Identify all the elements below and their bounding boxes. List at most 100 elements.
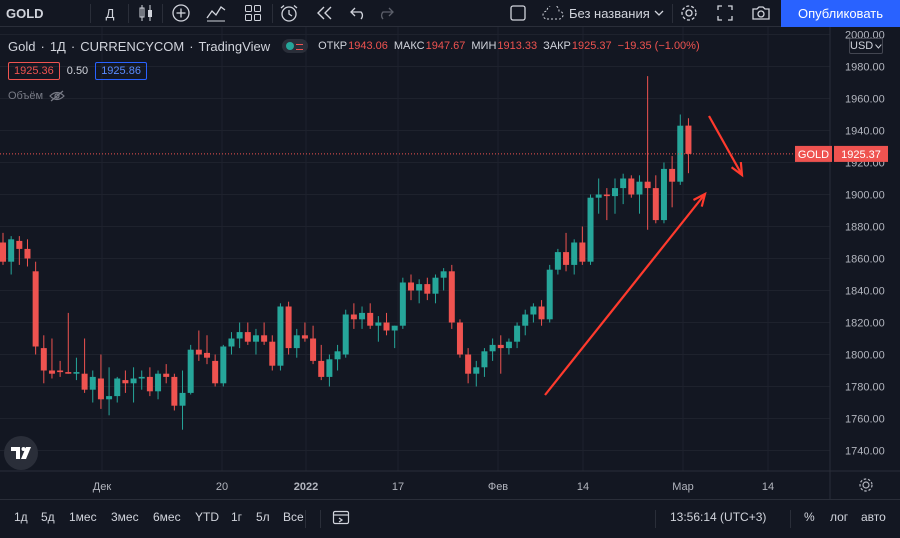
candle[interactable] bbox=[636, 175, 643, 214]
candle[interactable] bbox=[146, 367, 153, 397]
candle[interactable] bbox=[220, 344, 227, 387]
candle[interactable] bbox=[163, 364, 170, 384]
candle[interactable] bbox=[114, 376, 121, 403]
candle[interactable] bbox=[522, 309, 529, 336]
candle[interactable] bbox=[277, 303, 284, 371]
market-status-toggle[interactable] bbox=[282, 39, 309, 53]
candle[interactable] bbox=[644, 76, 651, 230]
candle[interactable] bbox=[628, 175, 635, 198]
redo-icon[interactable] bbox=[374, 0, 396, 26]
candle[interactable] bbox=[473, 360, 480, 387]
candle[interactable] bbox=[195, 330, 202, 361]
candle[interactable] bbox=[65, 312, 72, 374]
candle[interactable] bbox=[32, 261, 39, 355]
candle[interactable] bbox=[236, 322, 243, 349]
camera-icon[interactable] bbox=[750, 0, 772, 26]
timezone-clock[interactable]: 13:56:14 (UTC+3) bbox=[670, 510, 767, 524]
candle[interactable] bbox=[595, 178, 602, 214]
candle[interactable] bbox=[677, 114, 684, 185]
publish-button[interactable]: Опубликовать bbox=[781, 0, 900, 27]
candle[interactable] bbox=[652, 175, 659, 224]
chevron-down-icon[interactable] bbox=[652, 0, 666, 26]
settings-icon[interactable] bbox=[678, 0, 700, 26]
candle[interactable] bbox=[326, 354, 333, 387]
replay-icon[interactable] bbox=[314, 0, 336, 26]
range-5d-button[interactable]: 5д bbox=[41, 510, 55, 524]
candle[interactable] bbox=[301, 322, 308, 342]
candle[interactable] bbox=[489, 338, 496, 361]
candle[interactable] bbox=[8, 236, 15, 275]
candle[interactable] bbox=[24, 239, 31, 267]
candle[interactable] bbox=[375, 316, 382, 342]
candle[interactable] bbox=[660, 162, 667, 224]
candle[interactable] bbox=[130, 367, 137, 403]
candle[interactable] bbox=[685, 118, 692, 174]
percent-scale-button[interactable]: % bbox=[804, 510, 815, 524]
candle[interactable] bbox=[252, 328, 259, 355]
candle[interactable] bbox=[48, 338, 55, 379]
candle[interactable] bbox=[106, 367, 113, 416]
range-6m-button[interactable]: 6мес bbox=[153, 510, 181, 524]
candle[interactable] bbox=[367, 303, 374, 329]
candle[interactable] bbox=[97, 354, 104, 409]
candle[interactable] bbox=[89, 370, 96, 403]
candle[interactable] bbox=[212, 354, 219, 387]
candle[interactable] bbox=[81, 338, 88, 393]
candle[interactable] bbox=[122, 370, 129, 393]
candle[interactable] bbox=[579, 226, 586, 265]
candle[interactable] bbox=[187, 344, 194, 395]
candle[interactable] bbox=[530, 303, 537, 323]
candle[interactable] bbox=[391, 325, 398, 349]
candle[interactable] bbox=[481, 348, 488, 377]
candle[interactable] bbox=[669, 156, 676, 208]
auto-scale-button[interactable]: авто bbox=[861, 510, 886, 524]
axis-settings-icon[interactable] bbox=[859, 478, 873, 492]
uptrend-arrow-drawing[interactable] bbox=[544, 191, 707, 396]
candle[interactable] bbox=[538, 300, 545, 326]
range-1m-button[interactable]: 1мес bbox=[69, 510, 97, 524]
layout-name-button[interactable]: Без названия bbox=[569, 5, 650, 21]
candle[interactable] bbox=[285, 301, 292, 355]
symbol-search-button[interactable]: GOLD bbox=[6, 5, 44, 21]
candle[interactable] bbox=[359, 306, 366, 329]
currency-select[interactable]: USD bbox=[849, 38, 883, 54]
range-5y-button[interactable]: 5л bbox=[256, 510, 270, 524]
candle[interactable] bbox=[399, 277, 406, 329]
interval-button[interactable]: Д bbox=[105, 5, 115, 21]
candle[interactable] bbox=[571, 239, 578, 275]
candle[interactable] bbox=[228, 332, 235, 355]
candle[interactable] bbox=[16, 236, 23, 265]
volume-indicator[interactable]: Объём bbox=[8, 90, 65, 102]
eye-hidden-icon[interactable] bbox=[49, 90, 65, 102]
candle[interactable] bbox=[448, 264, 455, 329]
fullscreen-icon[interactable] bbox=[714, 0, 736, 26]
candle[interactable] bbox=[612, 178, 618, 214]
sell-button[interactable]: 1925.36 bbox=[8, 62, 60, 80]
candle[interactable] bbox=[432, 274, 439, 304]
candle[interactable] bbox=[440, 268, 447, 291]
buy-button[interactable]: 1925.86 bbox=[95, 62, 147, 80]
tradingview-logo-icon[interactable] bbox=[4, 436, 38, 470]
plus-circle-icon[interactable] bbox=[170, 0, 192, 26]
candle[interactable] bbox=[620, 173, 627, 205]
candle[interactable] bbox=[563, 232, 570, 272]
price-chart[interactable]: 2000.001980.001960.001940.001920.001900.… bbox=[0, 27, 900, 499]
candle[interactable] bbox=[261, 322, 268, 345]
layout-grid-icon[interactable] bbox=[242, 0, 264, 26]
cloud-icon[interactable] bbox=[541, 0, 565, 26]
candle[interactable] bbox=[293, 328, 300, 358]
candle[interactable] bbox=[383, 312, 390, 336]
range-ytd-button[interactable]: YTD bbox=[195, 510, 219, 524]
candle[interactable] bbox=[603, 188, 610, 221]
candle[interactable] bbox=[587, 194, 594, 265]
range-1y-button[interactable]: 1г bbox=[231, 510, 243, 524]
candle[interactable] bbox=[546, 264, 553, 323]
candle[interactable] bbox=[456, 319, 463, 358]
candle[interactable] bbox=[40, 335, 47, 384]
candle[interactable] bbox=[155, 370, 162, 400]
candle[interactable] bbox=[318, 344, 325, 381]
indicators-icon[interactable] bbox=[205, 0, 227, 26]
candle[interactable] bbox=[334, 344, 341, 371]
date-range-icon[interactable] bbox=[332, 509, 350, 528]
candle[interactable] bbox=[342, 309, 349, 358]
